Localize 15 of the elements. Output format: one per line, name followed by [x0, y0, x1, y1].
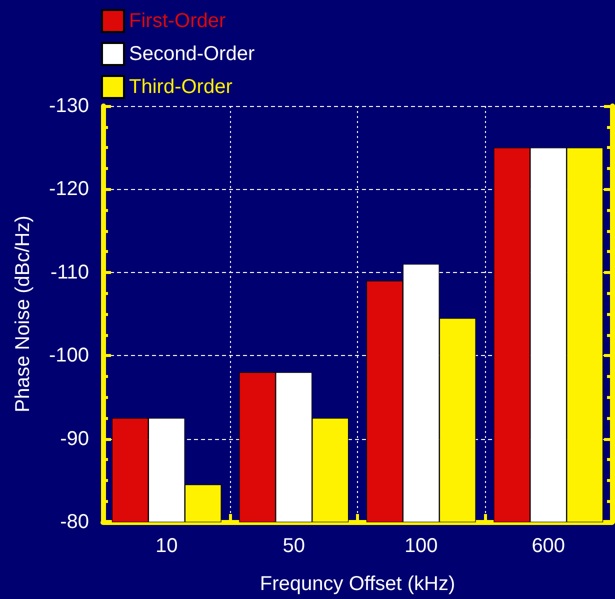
legend-label: Third-Order — [129, 76, 233, 98]
y-tick-label: -120 — [48, 178, 89, 200]
x-tick-label: 100 — [404, 535, 438, 557]
x-tick-label: 600 — [532, 535, 566, 557]
legend-label: First-Order — [129, 10, 226, 32]
y-tick-label: -130 — [48, 95, 89, 117]
y-tick-label: -110 — [50, 261, 89, 284]
x-tick-label: 50 — [282, 535, 305, 557]
x-axis-title: Frequncy Offset (kHz) — [260, 573, 456, 595]
legend-label: Second-Order — [129, 43, 255, 65]
y-tick-label: -90 — [60, 428, 89, 450]
y-tick-label: -80 — [60, 511, 89, 533]
y-tick-label: -100 — [48, 344, 89, 367]
x-tick-label: 10 — [156, 535, 178, 557]
y-axis-title: Phase Noise (dBc/Hz) — [12, 216, 34, 412]
